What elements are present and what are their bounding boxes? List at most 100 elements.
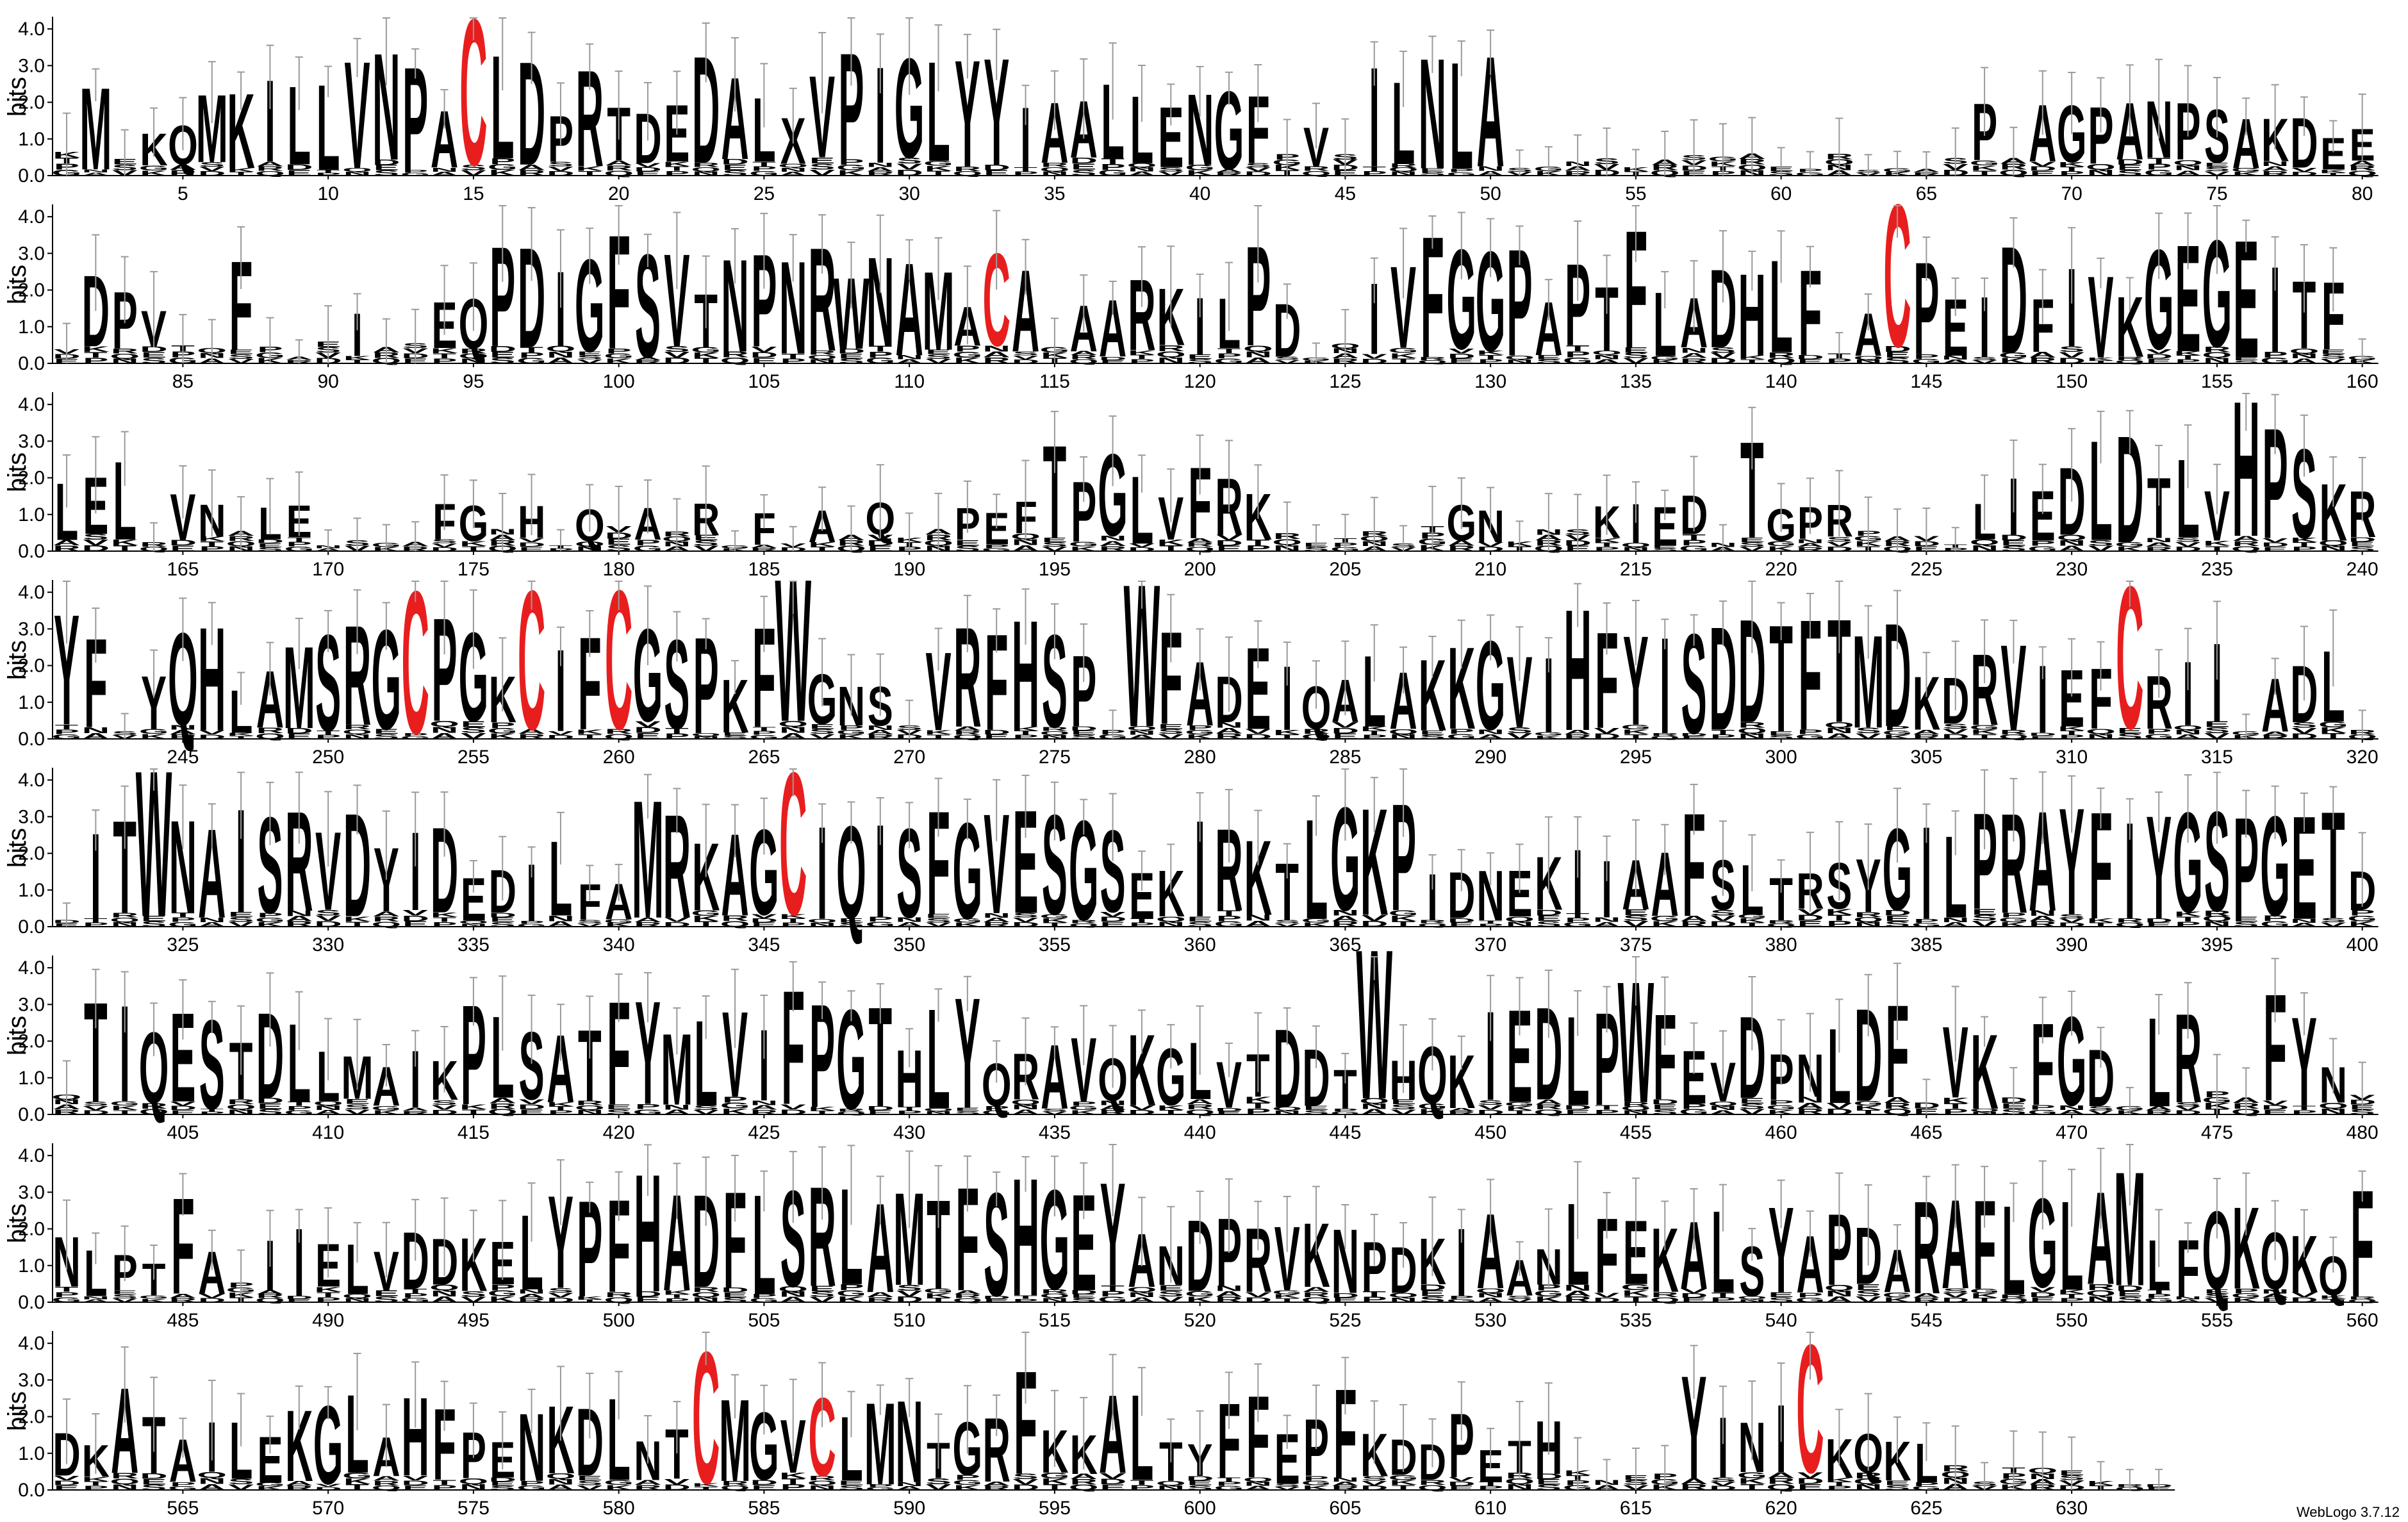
logo-letter: T [2321,172,2345,176]
x-tick-label: 620 [1765,1498,1797,1519]
logo-letter: R [1419,356,1446,361]
logo-letter: E [925,349,951,356]
logo-letter: S [896,156,922,165]
logo-letter: Q [1417,360,1447,365]
y-tick-label: 2.0 [18,656,45,677]
logo-letter: D [663,356,691,365]
logo-letter: Q [1127,162,1157,169]
logo-column-19: TKR [576,42,604,196]
x-tick-label: 20 [608,183,629,204]
logo-column-577: GPN [516,1388,547,1502]
logo-column-148: KGD [1999,215,2029,385]
logo-letter: K [605,357,632,365]
logo-column-282: DVE [1244,620,1272,754]
logo-letter-i: I [352,301,363,369]
logo-column-422: ANM [661,1007,693,1127]
logo-column-196: KGP [1069,456,1099,561]
logo-column-5: RAQ [168,97,198,178]
logo-letter: A [2348,160,2376,167]
logo-column-454: PTP [1594,986,1620,1134]
logo-letter: Q [807,354,837,360]
logo-column-239: NQK [2318,456,2348,559]
x-tick-label: 460 [1765,1122,1797,1143]
x-tick-label: 220 [1765,559,1797,580]
logo-letter: R [2348,165,2376,172]
logo-letter: R [169,169,197,178]
logo-column-432: SEY [955,965,980,1141]
logo-column-2: ANM [79,63,111,194]
y-tick-label: 4.0 [18,957,45,979]
logo-column-207: VS [1390,525,1417,552]
logo-letter: A [431,170,458,177]
logo-column-617: RAY [1680,1344,1708,1510]
logo-column-309: EDI [2029,646,2056,754]
x-tick-label: 310 [2056,747,2088,768]
logo-letter: T [1973,169,1997,177]
logo-column-350: ANS [895,802,923,945]
logo-column-76: KGA [2231,97,2261,183]
logo-column-322: PTI [83,807,108,944]
x-tick-label: 55 [1625,183,1646,204]
logo-column-126: DVI [1360,257,1388,376]
logo-letter: N [459,357,487,365]
x-tick-label: 40 [1189,183,1210,204]
svg-text:C: C [1883,163,1911,390]
logo-rows: bits 0.0 1.0 2.0 3.0 4.0 5 10 15 20 25 30 35 40 45 50 55… [3,0,2379,1522]
logo-letter: P [432,357,458,365]
logo-column-128: QRF [1417,201,1447,394]
logo-column-598: PTL [1129,1367,1155,1506]
logo-letter: T [1362,165,1386,172]
x-tick-label: 335 [458,934,490,955]
logo-column-545: RAR [1913,1174,1940,1322]
logo-column-71: NQP [2086,77,2116,182]
logo-letter: E [1419,167,1445,173]
x-tick-label: 630 [2056,1498,2088,1519]
x-tick-label: 465 [1910,1122,1942,1143]
logo-letter-i: I [1369,262,1380,376]
logo-letter: T [229,171,253,177]
logo-letter: G [836,163,866,172]
logo-letter: G [691,346,721,354]
logo-letter: N [983,344,1010,353]
logo-letter: D [895,169,923,178]
logo-letter: Q [342,167,372,172]
logo-column-151: TKV [2087,252,2115,383]
logo-column-192: SEP [955,480,980,553]
logo-column-235: TKV [2203,463,2231,556]
logo-column-85: GPT [168,313,198,365]
logo-column-599: NQT [1156,1418,1186,1493]
logo-letter: K [2320,169,2348,173]
logo-letter: V [751,345,777,354]
y-tick-label: 4.0 [18,582,45,603]
